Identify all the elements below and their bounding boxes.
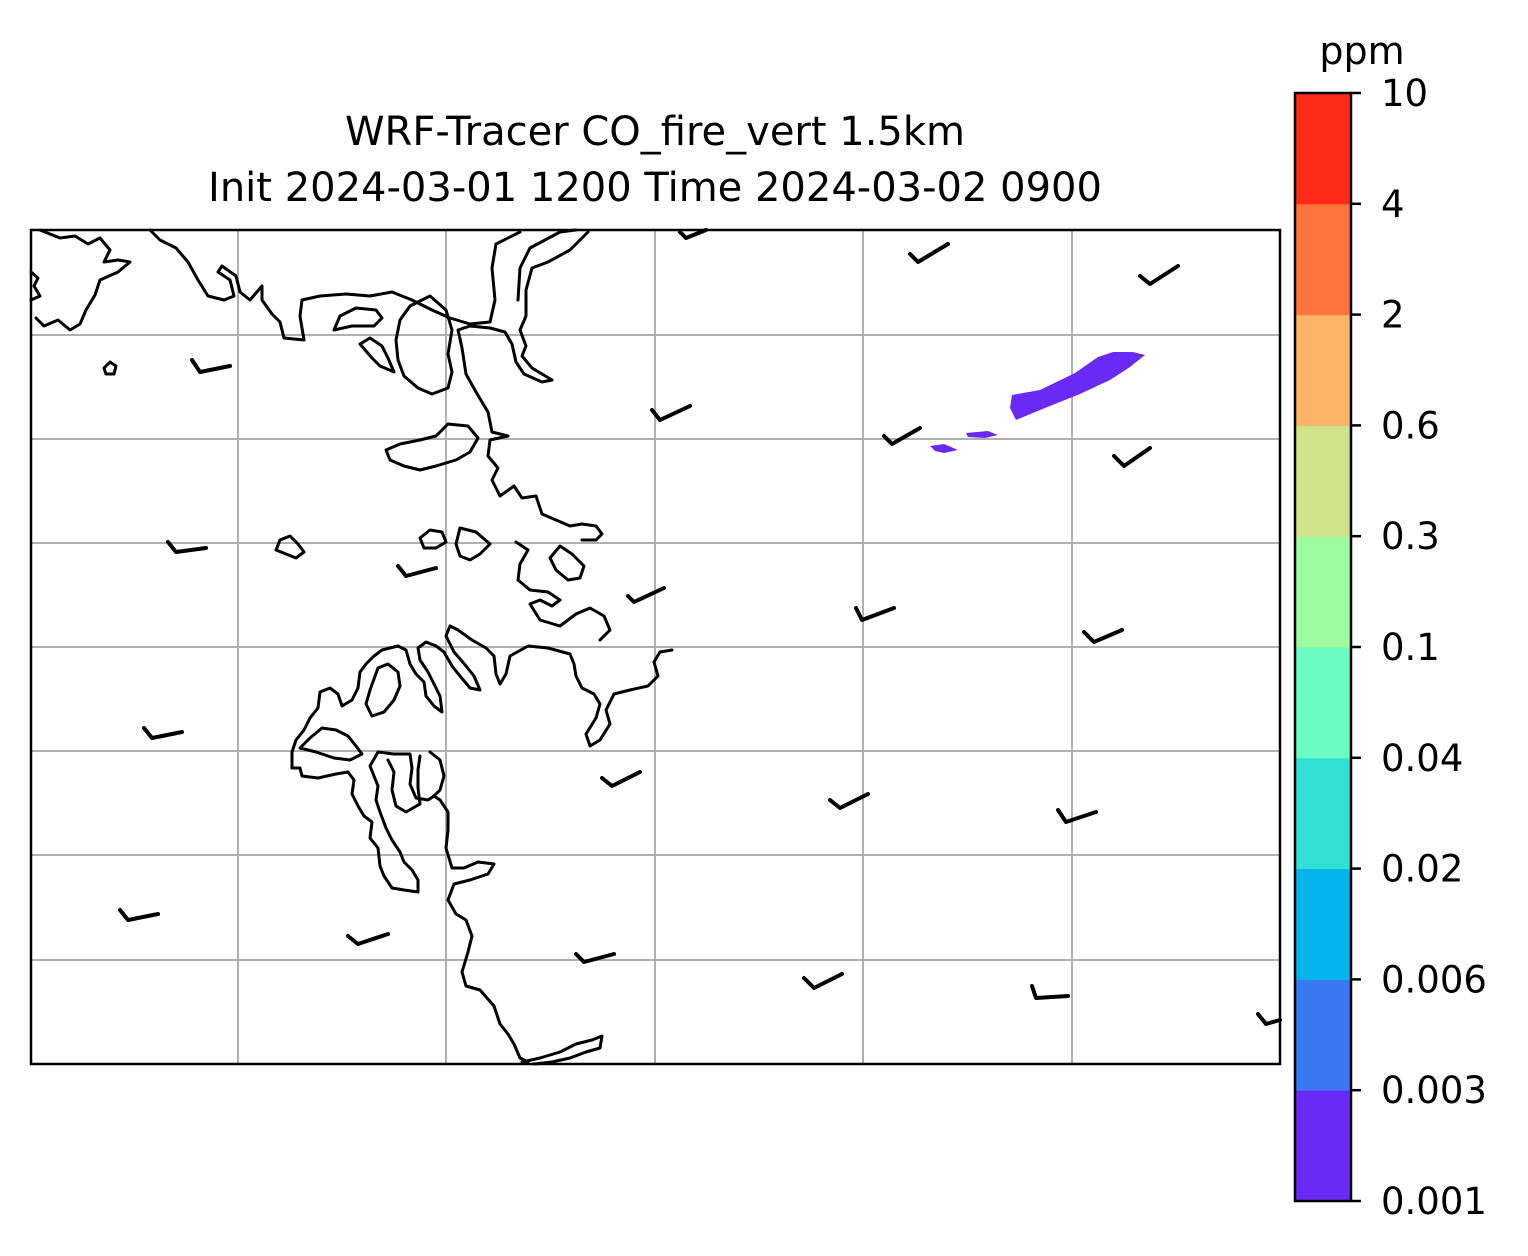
colorbar-tick-label: 0.02 [1381,848,1463,891]
wind-barb [1112,446,1152,468]
wind-barb [650,404,692,422]
colorbar-segment [1295,425,1351,537]
colorbar-segment [1295,1090,1351,1202]
wind-barb [908,242,950,264]
colorbar-tick-label: 0.003 [1381,1069,1487,1112]
colorbar-tick-label: 2 [1381,294,1405,337]
wind-barb [1138,264,1180,286]
wind-barb [1030,984,1070,1000]
colorbar-segment [1295,979,1351,1091]
map-subtitle: Init 2024-03-01 1200 Time 2024-03-02 090… [208,165,1102,211]
colorbar-tick-label: 0.001 [1381,1180,1487,1223]
colorbar-tick-label: 0.6 [1381,404,1440,447]
colorbar-tick-label: 0.3 [1381,515,1440,558]
wind-barb [118,908,160,922]
colorbar-tick-label: 0.04 [1381,737,1463,780]
co-tracer-plume [930,352,1145,453]
wind-barb [1256,1012,1282,1026]
colorbar-segment [1295,314,1351,426]
wind-barb [854,606,896,622]
colorbar-tick-label: 10 [1381,72,1428,115]
map-title: WRF-Tracer CO_fire_vert 1.5km [344,109,966,155]
colorbar-segment [1295,647,1351,759]
wind-barb [396,564,438,578]
wind-barb [574,952,616,964]
map-frame [29,228,1282,1066]
wind-barb [828,792,870,810]
colorbar: 0.001 0.003 0.006 0.02 0.04 0.1 0.3 0.6 2 4 10 ppm [1293,29,1487,1223]
colorbar-segment [1295,93,1351,205]
wind-barb [166,540,208,554]
colorbar-segment [1295,868,1351,980]
colorbar-tick-label: 4 [1381,183,1405,226]
wind-barb [142,726,184,740]
wind-barb [1082,628,1124,644]
wind-barb [802,972,844,990]
colorbar-unit-label: ppm [1319,29,1404,73]
wind-barb [678,228,708,240]
coastlines [29,228,674,1066]
wind-barb [600,770,642,788]
colorbar-tick-label: 0.1 [1381,626,1440,669]
colorbar-ticks: 0.001 0.003 0.006 0.02 0.04 0.1 0.3 0.6 2 4 10 [1351,72,1487,1223]
wind-barbs [118,228,1282,1026]
colorbar-tick-label: 0.006 [1381,958,1487,1001]
wind-barb [190,358,232,374]
gridlines [31,230,1280,1064]
wind-barb [1056,808,1098,824]
wind-barb [626,586,666,604]
colorbar-segment [1295,536,1351,648]
colorbar-segment [1295,203,1351,316]
wind-barb [346,932,390,946]
wind-barb [882,426,922,446]
colorbar-segment [1295,757,1351,870]
colorbar-segments [1295,93,1351,1202]
